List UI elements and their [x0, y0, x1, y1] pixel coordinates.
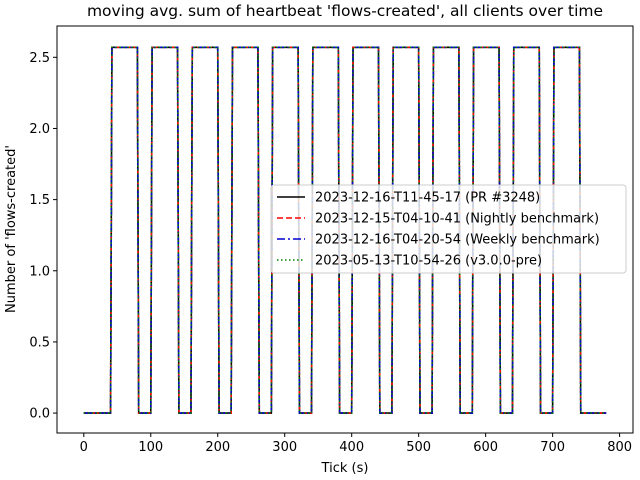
x-tick-label: 800 [607, 440, 632, 455]
x-tick-label: 500 [406, 440, 431, 455]
x-tick-label: 200 [205, 440, 230, 455]
x-axis: 0 100 200 300 400 500 600 700 800 [80, 433, 632, 455]
x-tick-label: 400 [339, 440, 364, 455]
chart-title: moving avg. sum of heartbeat 'flows-crea… [87, 2, 603, 20]
x-tick-label: 700 [540, 440, 565, 455]
y-tick-label: 2.5 [29, 51, 50, 66]
x-tick-label: 600 [473, 440, 498, 455]
y-tick-label: 1.5 [29, 193, 50, 208]
y-axis-label: Number of 'flows-created' [4, 145, 19, 313]
y-tick-label: 0.0 [29, 407, 50, 422]
x-tick-label: 100 [138, 440, 163, 455]
y-tick-label: 2.0 [29, 122, 50, 137]
y-axis: 0.0 0.5 1.0 1.5 2.0 2.5 [29, 51, 57, 422]
plot-lines [83, 46, 607, 414]
legend-label-4: 2023-05-13-T10-54-26 (v3.0.0-pre) [315, 254, 542, 269]
x-tick-label: 0 [80, 440, 88, 455]
series-line-3 [83, 46, 607, 414]
plot-frame [56, 25, 634, 434]
legend-label-1: 2023-12-16-T11-45-17 (PR #3248) [315, 191, 540, 206]
legend-label-3: 2023-12-16-T04-20-54 (Weekly benchmark) [315, 233, 600, 248]
legend-label-2: 2023-12-15-T04-10-41 (Nightly benchmark) [315, 212, 599, 227]
legend-box [270, 184, 627, 274]
x-tick-label: 300 [272, 440, 297, 455]
y-tick-label: 1.0 [29, 264, 50, 279]
x-axis-label: Tick (s) [321, 461, 369, 476]
legend: 2023-12-16-T11-45-17 (PR #3248) 2023-12-1… [270, 184, 627, 274]
y-tick-label: 0.5 [29, 335, 50, 350]
